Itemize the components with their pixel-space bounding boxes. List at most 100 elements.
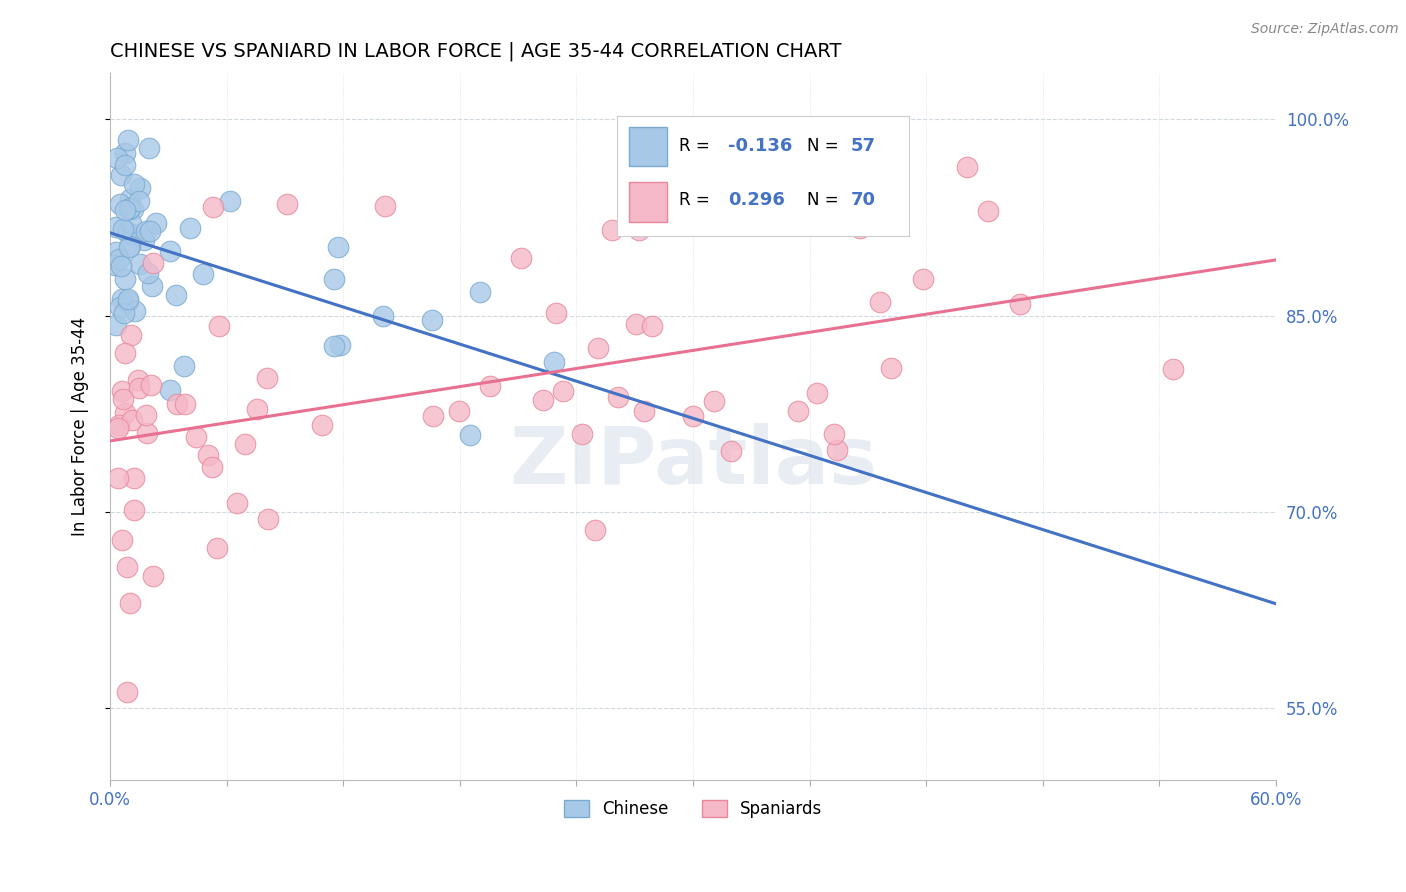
Point [207,541,229,556]
Point [129,257,152,271]
Point [122,471,145,485]
Point [139,378,162,392]
Text: Source: ZipAtlas.com: Source: ZipAtlas.com [1251,22,1399,37]
Point [868,206,890,220]
Point [173,359,195,373]
Point [118,202,141,216]
Point [108,196,131,211]
Point [626,318,648,332]
Point [703,393,725,408]
Point [114,145,136,160]
Point [104,219,127,234]
Point [600,223,623,237]
Point [510,251,533,265]
Point [544,306,567,320]
Point [122,177,145,191]
Point [202,200,225,214]
Point [627,223,650,237]
Point [257,512,280,526]
Point [470,285,492,299]
Text: ZIPatlas: ZIPatlas [509,423,877,501]
Point [117,225,139,239]
Point [105,151,128,165]
Point [122,503,145,517]
Point [121,413,143,427]
Point [174,397,197,411]
Point [956,160,979,174]
Y-axis label: In Labor Force | Age 35-44: In Labor Force | Age 35-44 [72,318,89,536]
Point [184,430,207,444]
Point [104,318,127,333]
Point [118,201,141,215]
Point [128,181,150,195]
Point [120,216,142,230]
Point [114,203,136,218]
Point [104,244,127,259]
Point [720,443,742,458]
Point [142,569,165,583]
Point [120,192,142,206]
Point [121,202,143,216]
Point [159,383,181,397]
Point [117,685,139,699]
Point [682,409,704,424]
Point [145,216,167,230]
Point [371,310,394,324]
Point [571,427,593,442]
Point [827,442,849,457]
Point [374,199,396,213]
Point [165,288,187,302]
Legend: Chinese, Spaniards: Chinese, Spaniards [557,794,830,825]
Point [583,523,606,537]
Point [179,221,201,235]
Point [166,397,188,411]
Point [1161,361,1184,376]
Point [114,158,136,172]
Point [226,496,249,510]
Point [329,338,352,352]
Point [633,403,655,417]
Point [323,339,346,353]
Point [531,392,554,407]
Point [197,448,219,462]
Point [786,403,808,417]
Point [112,392,135,406]
Point [201,459,224,474]
Point [422,409,444,423]
Point [120,239,142,253]
Point [110,168,132,182]
Point [124,304,146,318]
Point [135,224,157,238]
Point [880,360,903,375]
Point [114,271,136,285]
Point [114,406,136,420]
Point [233,436,256,450]
Point [460,428,482,442]
Point [117,133,139,147]
Point [135,408,157,422]
Point [823,427,845,442]
Point [218,194,240,208]
Point [107,417,129,432]
Point [110,533,132,547]
Point [107,420,129,434]
Point [103,258,125,272]
Point [111,222,134,236]
Point [128,381,150,395]
Point [118,240,141,254]
Point [128,194,150,209]
Point [117,294,139,309]
Point [246,402,269,417]
Point [449,404,471,418]
Point [138,224,160,238]
Point [110,259,132,273]
Text: CHINESE VS SPANIARD IN LABOR FORCE | AGE 35-44 CORRELATION CHART: CHINESE VS SPANIARD IN LABOR FORCE | AGE… [110,42,842,62]
Point [869,295,891,310]
Point [256,370,278,384]
Point [1010,296,1032,310]
Point [107,471,129,485]
Point [311,417,333,432]
Point [138,141,160,155]
Point [108,252,131,266]
Point [849,221,872,235]
